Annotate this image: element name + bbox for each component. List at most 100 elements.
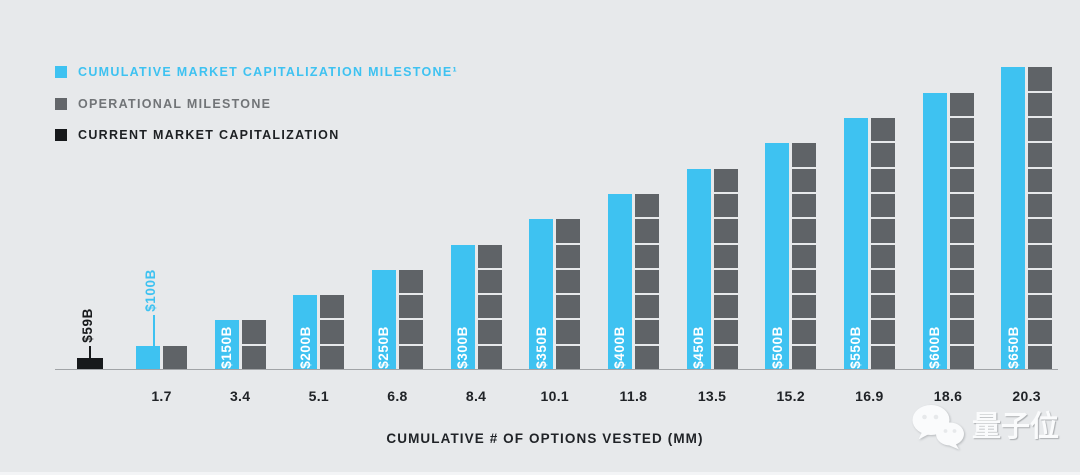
operational-milestone-segment <box>949 244 974 268</box>
operational-milestone-segment <box>949 193 974 218</box>
operational-milestone-segment <box>792 320 817 344</box>
operational-milestone-segment <box>634 244 659 268</box>
operational-milestone-segment <box>870 193 895 218</box>
operational-milestone-segment <box>870 118 895 142</box>
x-tick-label: 5.1 <box>308 388 329 404</box>
operational-milestone-segment <box>634 193 659 218</box>
market-cap-milestone-bar: $200B <box>293 295 318 369</box>
operational-milestone-segment <box>556 320 581 344</box>
operational-milestone-segment <box>870 244 895 268</box>
operational-milestone-segment <box>870 295 895 319</box>
operational-milestone-segment <box>792 295 817 319</box>
operational-milestone-segment <box>1028 118 1053 142</box>
market-cap-milestone-bar <box>136 345 160 369</box>
operational-milestone-segment <box>477 269 502 294</box>
milestone-value-label: $500B <box>769 326 785 369</box>
operational-milestone-bar <box>398 269 423 369</box>
gray-swatch-icon <box>55 97 67 110</box>
market-cap-milestone-bar: $400B <box>607 193 632 369</box>
milestone-value-label: $400B <box>612 326 628 369</box>
operational-milestone-segment <box>713 244 738 268</box>
operational-milestone-segment <box>398 295 423 319</box>
market-cap-milestone-bar: $150B <box>214 320 239 369</box>
operational-milestone-segment <box>477 345 502 369</box>
operational-milestone-segment <box>713 269 738 294</box>
milestone-value-label: $550B <box>848 326 864 369</box>
operational-milestone-segment <box>1028 67 1053 91</box>
operational-milestone-bar <box>556 219 581 369</box>
operational-milestone-segment <box>1028 92 1053 117</box>
operational-milestone-segment <box>713 193 738 218</box>
x-tick-label: 11.8 <box>619 388 648 404</box>
operational-milestone-segment <box>713 219 738 243</box>
operational-milestone-bar <box>634 193 659 369</box>
operational-milestone-segment <box>634 295 659 319</box>
x-tick-label: 16.9 <box>855 388 884 404</box>
operational-milestone-segment <box>949 295 974 319</box>
operational-milestone-segment <box>713 320 738 344</box>
operational-milestone-bar <box>949 92 974 369</box>
operational-milestone-segment <box>1028 193 1053 218</box>
operational-milestone-bar <box>241 320 266 369</box>
operational-milestone-segment <box>1028 244 1053 268</box>
x-tick-label: 13.5 <box>697 388 727 404</box>
operational-milestone-segment <box>949 345 974 369</box>
operational-milestone-segment <box>949 92 974 117</box>
operational-milestone-segment <box>870 269 895 294</box>
operational-milestone-segment <box>556 345 581 369</box>
legend-item-market-cap-milestone: CUMULATIVE MARKET CAPITALIZATION MILESTO… <box>55 64 458 79</box>
x-axis-title: CUMULATIVE # OF OPTIONS VESTED (MM) <box>386 431 704 446</box>
x-tick-label: 1.7 <box>151 388 172 404</box>
milestone-value-label: $150B <box>219 326 235 369</box>
operational-milestone-bar <box>477 244 502 369</box>
operational-milestone-segment <box>634 269 659 294</box>
milestone-value-label: $250B <box>376 326 392 369</box>
operational-milestone-segment <box>949 168 974 192</box>
operational-milestone-segment <box>556 219 581 243</box>
operational-milestone-segment <box>870 219 895 243</box>
market-cap-milestone-bar: $450B <box>686 168 711 369</box>
operational-milestone-segment <box>713 168 738 192</box>
watermark-brand-text: 量子位 <box>972 410 1060 443</box>
operational-milestone-segment <box>477 295 502 319</box>
milestone-value-label: $100B <box>142 268 158 312</box>
operational-milestone-segment <box>556 244 581 268</box>
legend-item-current-market-cap: CURRENT MARKET CAPITALIZATION <box>55 127 340 142</box>
operational-milestone-segment <box>1028 219 1053 243</box>
operational-milestone-segment <box>477 244 502 268</box>
operational-milestone-segment <box>949 219 974 243</box>
operational-milestone-segment <box>398 320 423 344</box>
legend-label: CURRENT MARKET CAPITALIZATION <box>78 127 340 142</box>
operational-milestone-segment <box>556 295 581 319</box>
current-market-cap-bar <box>77 358 103 369</box>
market-cap-milestone-bar: $500B <box>765 143 790 369</box>
milestone-value-label: $350B <box>533 326 549 369</box>
operational-milestone-segment <box>1028 269 1053 294</box>
x-tick-label: 18.6 <box>933 388 963 404</box>
operational-milestone-segment <box>320 320 345 344</box>
market-cap-milestone-bar: $650B <box>1001 67 1026 369</box>
market-cap-milestone-bar: $350B <box>529 219 554 369</box>
operational-milestone-bar <box>792 143 817 369</box>
operational-milestone-segment <box>241 320 266 344</box>
operational-milestone-segment <box>634 320 659 344</box>
operational-milestone-segment <box>163 345 187 369</box>
operational-milestone-segment <box>1028 295 1053 319</box>
operational-milestone-segment <box>1028 168 1053 192</box>
current-cap-value-label: $59B <box>80 308 95 343</box>
operational-milestone-segment <box>713 295 738 319</box>
operational-milestone-segment <box>870 143 895 167</box>
operational-milestone-segment <box>320 295 345 319</box>
operational-milestone-segment <box>949 320 974 344</box>
legend-label: CUMULATIVE MARKET CAPITALIZATION MILESTO… <box>78 64 458 79</box>
operational-milestone-segment <box>634 219 659 243</box>
x-axis-line <box>55 368 1058 370</box>
operational-milestone-bar <box>163 345 187 369</box>
bottom-strip <box>0 472 1080 475</box>
operational-milestone-segment <box>792 345 817 369</box>
operational-milestone-segment <box>634 345 659 369</box>
market-cap-milestone-bar: $300B <box>450 244 475 369</box>
operational-milestone-segment <box>792 168 817 192</box>
operational-milestone-segment <box>556 269 581 294</box>
